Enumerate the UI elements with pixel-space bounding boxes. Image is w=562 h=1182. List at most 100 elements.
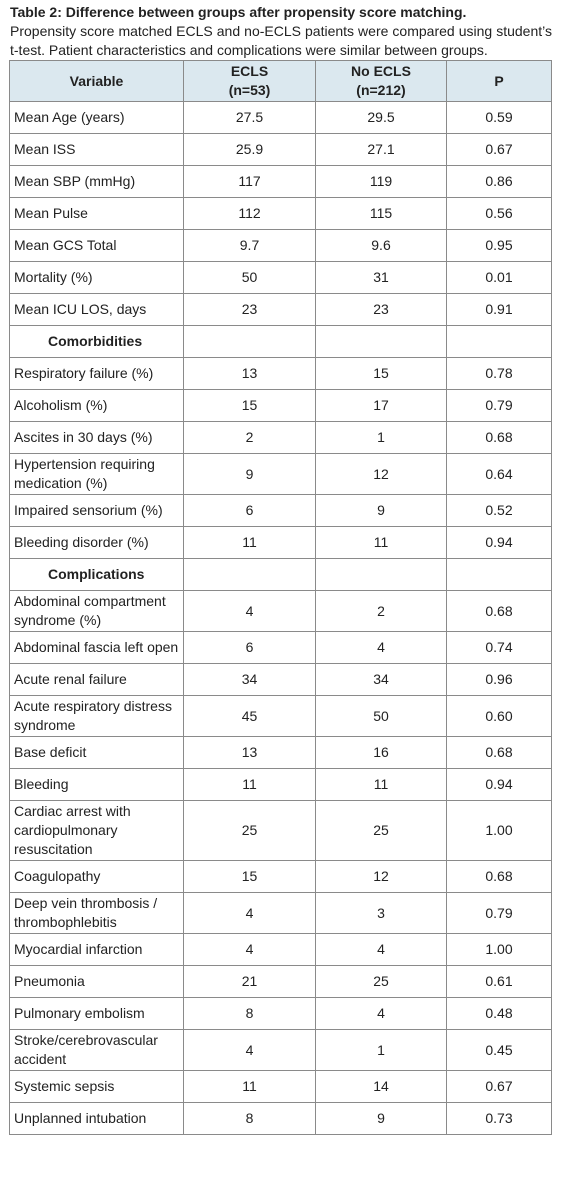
value-cell: 0.60 [446,695,552,737]
variable-cell: Mean Pulse [9,197,184,230]
value-cell: 0.01 [446,261,552,294]
data-row: Pulmonary embolism 8 4 0.48 [9,997,552,1030]
data-row: Cardiac arrest with cardiopulmonary resu… [9,800,552,861]
header-cell: Variable [9,60,184,102]
value-cell: 0.91 [446,293,552,326]
value-cell: 0.96 [446,663,552,696]
data-row: Abdominal fascia left open 6 4 0.74 [9,631,552,664]
variable-cell: Mortality (%) [9,261,184,294]
value-cell: 23 [183,293,316,326]
value-cell: 0.67 [446,133,552,166]
section-row: Comorbidities [9,325,552,358]
variable-cell: Bleeding disorder (%) [9,526,184,559]
value-cell: 45 [183,695,316,737]
variable-cell: Impaired sensorium (%) [9,494,184,527]
value-cell: 0.74 [446,631,552,664]
variable-cell: Stroke/cerebrovascular accident [9,1029,184,1071]
value-cell: 0.94 [446,526,552,559]
value-cell: 14 [315,1070,447,1103]
value-cell: 0.86 [446,165,552,198]
value-cell: 115 [315,197,447,230]
data-row: Systemic sepsis 11 14 0.67 [9,1070,552,1103]
value-cell: 2 [183,421,316,454]
value-cell: 0.73 [446,1102,552,1135]
value-cell: 8 [183,997,316,1030]
value-cell: 2 [315,590,447,632]
variable-cell: Pulmonary embolism [9,997,184,1030]
data-row: Mean GCS Total 9.7 9.6 0.95 [9,229,552,262]
value-cell: 17 [315,389,447,422]
data-row: Impaired sensorium (%) 6 9 0.52 [9,494,552,527]
caption-text: Propensity score matched ECLS and no-ECL… [10,23,552,58]
data-row: Alcoholism (%) 15 17 0.79 [9,389,552,422]
variable-cell: Base deficit [9,736,184,769]
value-cell: 15 [183,389,316,422]
value-cell: 4 [183,892,316,934]
value-cell: 1.00 [446,933,552,966]
empty-cell [315,325,447,358]
value-cell: 1 [315,421,447,454]
value-cell: 11 [183,1070,316,1103]
data-row: Hypertension requiring medication (%) 9 12… [9,453,552,495]
data-row: Bleeding 11 11 0.94 [9,768,552,801]
variable-cell: Abdominal compartment syndrome (%) [9,590,184,632]
data-row: Acute renal failure 34 34 0.96 [9,663,552,696]
section-heading: Comorbidities [9,325,184,358]
section-heading: Complications [9,558,184,591]
value-cell: 25.9 [183,133,316,166]
variable-cell: Cardiac arrest with cardiopulmonary resu… [9,800,184,861]
empty-cell [446,558,552,591]
data-row: Ascites in 30 days (%) 2 1 0.68 [9,421,552,454]
variable-cell: Hypertension requiring medication (%) [9,453,184,495]
value-cell: 15 [183,860,316,893]
value-cell: 0.48 [446,997,552,1030]
variable-cell: Acute respiratory distress syndrome [9,695,184,737]
data-row: Pneumonia 21 25 0.61 [9,965,552,998]
value-cell: 9.7 [183,229,316,262]
value-cell: 50 [183,261,316,294]
data-row: Base deficit 13 16 0.68 [9,736,552,769]
value-cell: 4 [315,631,447,664]
value-cell: 0.95 [446,229,552,262]
data-row: Respiratory failure (%) 13 15 0.78 [9,357,552,390]
variable-cell: Pneumonia [9,965,184,998]
value-cell: 29.5 [315,101,447,134]
empty-cell [183,325,316,358]
variable-cell: Mean SBP (mmHg) [9,165,184,198]
empty-cell [183,558,316,591]
value-cell: 50 [315,695,447,737]
value-cell: 0.94 [446,768,552,801]
value-cell: 11 [183,526,316,559]
value-cell: 12 [315,453,447,495]
data-row: Abdominal compartment syndrome (%) 4 2 0.68 [9,590,552,632]
value-cell: 1.00 [446,800,552,861]
variable-cell: Ascites in 30 days (%) [9,421,184,454]
variable-cell: Abdominal fascia left open [9,631,184,664]
value-cell: 25 [315,965,447,998]
value-cell: 6 [183,631,316,664]
data-row: Mean ICU LOS, days 23 23 0.91 [9,293,552,326]
value-cell: 3 [315,892,447,934]
value-cell: 119 [315,165,447,198]
value-cell: 4 [183,590,316,632]
value-cell: 0.64 [446,453,552,495]
value-cell: 0.79 [446,892,552,934]
empty-cell [446,325,552,358]
data-row: Unplanned intubation 8 9 0.73 [9,1102,552,1135]
value-cell: 25 [315,800,447,861]
data-row: Mortality (%) 50 31 0.01 [9,261,552,294]
value-cell: 13 [183,736,316,769]
value-cell: 9 [315,494,447,527]
value-cell: 27.5 [183,101,316,134]
value-cell: 1 [315,1029,447,1071]
table-body: Mean Age (years) 27.5 29.5 0.59 Mean ISS 25.9… [9,101,552,1135]
header-line: P [494,72,504,89]
value-cell: 11 [315,768,447,801]
empty-cell [315,558,447,591]
variable-cell: Mean Age (years) [9,101,184,134]
variable-cell: Respiratory failure (%) [9,357,184,390]
value-cell: 34 [315,663,447,696]
variable-cell: Mean ISS [9,133,184,166]
value-cell: 9 [315,1102,447,1135]
